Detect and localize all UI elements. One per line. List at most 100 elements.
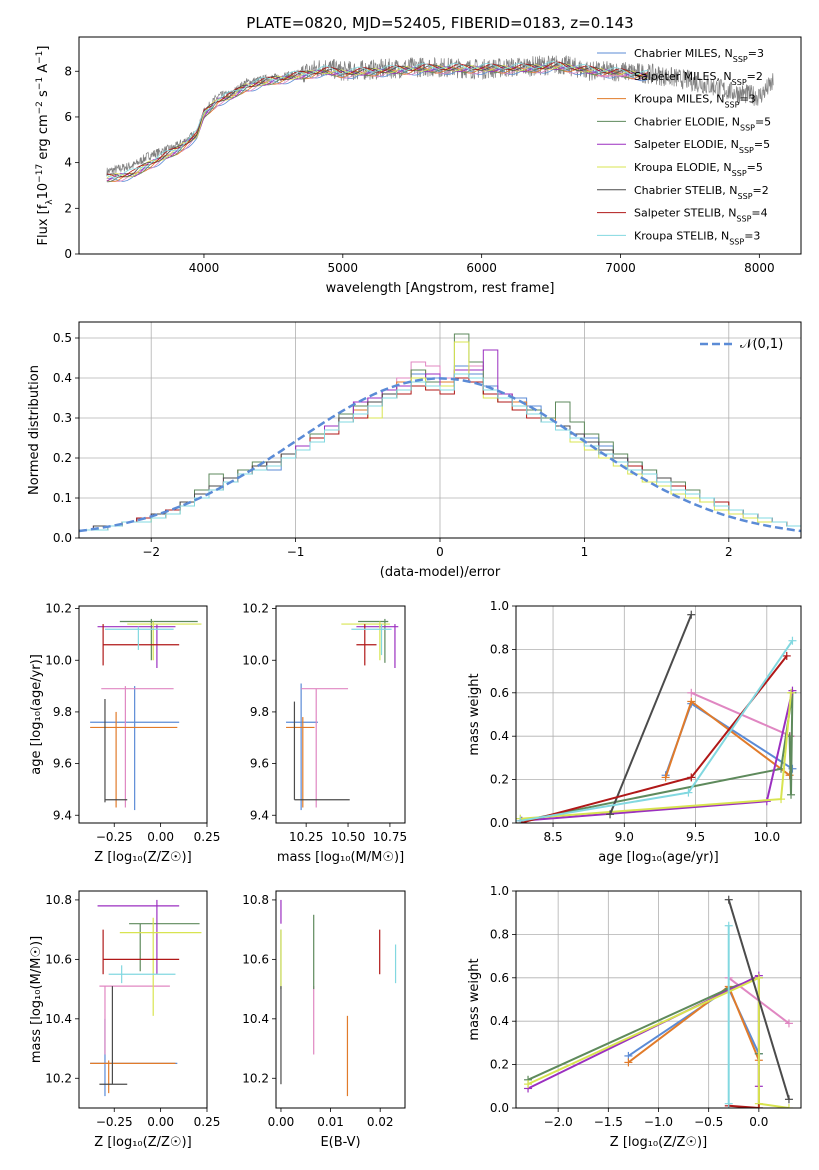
x-tick-label: 7000 bbox=[605, 261, 636, 275]
x-tick-label: 10.25 bbox=[289, 830, 323, 844]
x-axis-label: wavelength [Angstrom, rest frame] bbox=[326, 281, 555, 296]
legend-entry-prefix: Chabrier STELIB, N bbox=[634, 184, 738, 197]
errorbar-point bbox=[129, 923, 200, 972]
axes-frame bbox=[515, 605, 802, 824]
legend-entry-suffix: =3 bbox=[744, 229, 760, 242]
plus-marker bbox=[784, 1104, 793, 1108]
y-tick-label: 10.0 bbox=[45, 653, 72, 667]
legend-entry-sub: SSP bbox=[738, 191, 753, 200]
plus-marker bbox=[754, 973, 763, 982]
y-tick-label: 0.0 bbox=[53, 531, 72, 545]
plus-marker bbox=[624, 1058, 633, 1067]
weight-vs-Z-plot: −2.0 −1.5 −1.0 −0.5 0.0 0.0 0.2 0.4 0.6 0.8 1.0 Z [… bbox=[467, 884, 802, 1150]
y-tick-label: 10.4 bbox=[45, 1012, 72, 1026]
legend-entry-prefix: Chabrier ELODIE, N bbox=[634, 115, 740, 128]
plus-marker bbox=[724, 1099, 733, 1108]
mass-vs-Z-errorbars bbox=[90, 899, 202, 1097]
plus-marker bbox=[787, 688, 796, 697]
errorbar-point bbox=[102, 929, 180, 975]
weight-line bbox=[664, 699, 791, 778]
y-tick-label: 0.6 bbox=[490, 686, 509, 700]
y-axis-label: mass [log₁₀(M/M☉)] bbox=[29, 936, 44, 1063]
age-vs-Z-plot: −0.25 0.00 0.25 9.4 9.6 9.8 10.0 10.2 Z [log₁₀(Z… bbox=[29, 602, 220, 865]
plus-marker bbox=[724, 895, 733, 904]
legend-entry: Chabrier ELODIE, NSSP=5 bbox=[634, 115, 771, 131]
y-axis-label-part: λ bbox=[45, 199, 55, 205]
model-spectrum-line bbox=[106, 65, 648, 182]
errorbar-point bbox=[286, 683, 318, 811]
x-tick-label: 0.02 bbox=[367, 1115, 394, 1129]
y-tick-label: 0.3 bbox=[53, 411, 72, 425]
y-tick-label: 2 bbox=[64, 201, 72, 215]
x-axis-label: (data-model)/error bbox=[380, 565, 501, 580]
y-axis-label-part: 10 bbox=[36, 183, 51, 200]
plus-marker bbox=[784, 1019, 793, 1028]
y-tick-label: 0.4 bbox=[490, 729, 509, 743]
weight-line bbox=[520, 692, 792, 820]
y-tick-label: 10.6 bbox=[242, 952, 269, 966]
x-tick-label: 5000 bbox=[328, 261, 359, 275]
errorbar-point bbox=[97, 624, 176, 668]
y-tick-label: 10.2 bbox=[242, 602, 269, 616]
y-tick-label: 10.2 bbox=[45, 602, 72, 616]
legend-entry-sub: SSP bbox=[736, 214, 751, 223]
axes-frame bbox=[515, 890, 802, 1109]
legend-entry-prefix: Kroupa MILES, N bbox=[634, 93, 724, 106]
axes-frame bbox=[78, 890, 208, 1109]
x-tick-label: 9.5 bbox=[686, 830, 705, 844]
y-tick-label: 6 bbox=[64, 110, 72, 124]
y-tick-label: 9.4 bbox=[53, 808, 72, 822]
x-tick-label: 1 bbox=[581, 545, 589, 559]
y-tick-label: 0.1 bbox=[53, 491, 72, 505]
x-axis-label: E(B-V) bbox=[320, 1135, 360, 1150]
x-tick-label: 0.0 bbox=[749, 1115, 768, 1129]
errorbar-point bbox=[108, 965, 176, 984]
errorbar-point bbox=[102, 624, 180, 666]
x-tick-label: 8.5 bbox=[544, 830, 563, 844]
y-tick-label: 4 bbox=[64, 156, 72, 170]
x-tick-label: 9.0 bbox=[615, 830, 634, 844]
y-tick-label: 10.0 bbox=[242, 653, 269, 667]
y-tick-label: 0.5 bbox=[53, 331, 72, 345]
weight-line bbox=[664, 702, 793, 776]
legend-entry: Salpeter STELIB, NSSP=4 bbox=[634, 207, 768, 224]
y-axis-label: Normed distribution bbox=[27, 365, 42, 495]
legend-entry-prefix: Kroupa STELIB, N bbox=[634, 229, 729, 242]
legend-entry-sub: SSP bbox=[732, 169, 747, 178]
errorbar-point bbox=[341, 621, 390, 661]
legend-entry-prefix: Salpeter STELIB, N bbox=[634, 207, 736, 220]
y-axis-label-part: −17 bbox=[35, 164, 45, 183]
x-tick-label: −2 bbox=[142, 545, 160, 559]
x-tick-label: 4000 bbox=[189, 261, 220, 275]
plus-marker bbox=[687, 773, 696, 782]
legend-entry: Salpeter ELODIE, NSSP=5 bbox=[634, 138, 770, 155]
x-tick-label: 10.0 bbox=[753, 830, 780, 844]
plus-marker bbox=[661, 773, 670, 782]
y-tick-label: 0.8 bbox=[490, 927, 509, 941]
legend-entry: Chabrier STELIB, NSSP=2 bbox=[634, 184, 769, 201]
y-tick-label: 10.8 bbox=[242, 893, 269, 907]
x-axis-label: Z [log₁₀(Z/Z☉)] bbox=[94, 1135, 191, 1150]
legend-entry: Salpeter MILES, NSSP=2 bbox=[634, 70, 763, 87]
errorbar-point bbox=[351, 624, 392, 656]
plus-marker bbox=[687, 697, 696, 706]
errorbar-point bbox=[286, 717, 315, 808]
y-tick-label: 10.2 bbox=[45, 1071, 72, 1085]
x-axis-label: Z [log₁₀(Z/Z☉)] bbox=[610, 1135, 707, 1150]
x-tick-label: −1.5 bbox=[594, 1115, 623, 1129]
y-tick-label: 10.8 bbox=[45, 893, 72, 907]
data-spectrum-line bbox=[106, 55, 774, 177]
y-axis-label-part: ] bbox=[36, 46, 51, 51]
model-spectrum-line bbox=[106, 66, 648, 182]
plus-marker bbox=[524, 1080, 533, 1089]
y-axis-label-part: −2 bbox=[35, 101, 45, 114]
weight-line bbox=[727, 899, 790, 1100]
x-tick-label: 0.00 bbox=[268, 1115, 295, 1129]
y-tick-label: 0.2 bbox=[490, 773, 509, 787]
gauss-legend-label: 𝒩(0,1) bbox=[740, 337, 783, 352]
model-spectrum-line bbox=[106, 64, 648, 182]
plus-marker bbox=[777, 795, 786, 804]
plus-marker bbox=[687, 610, 696, 619]
y-axis-label-part: s bbox=[36, 90, 51, 101]
